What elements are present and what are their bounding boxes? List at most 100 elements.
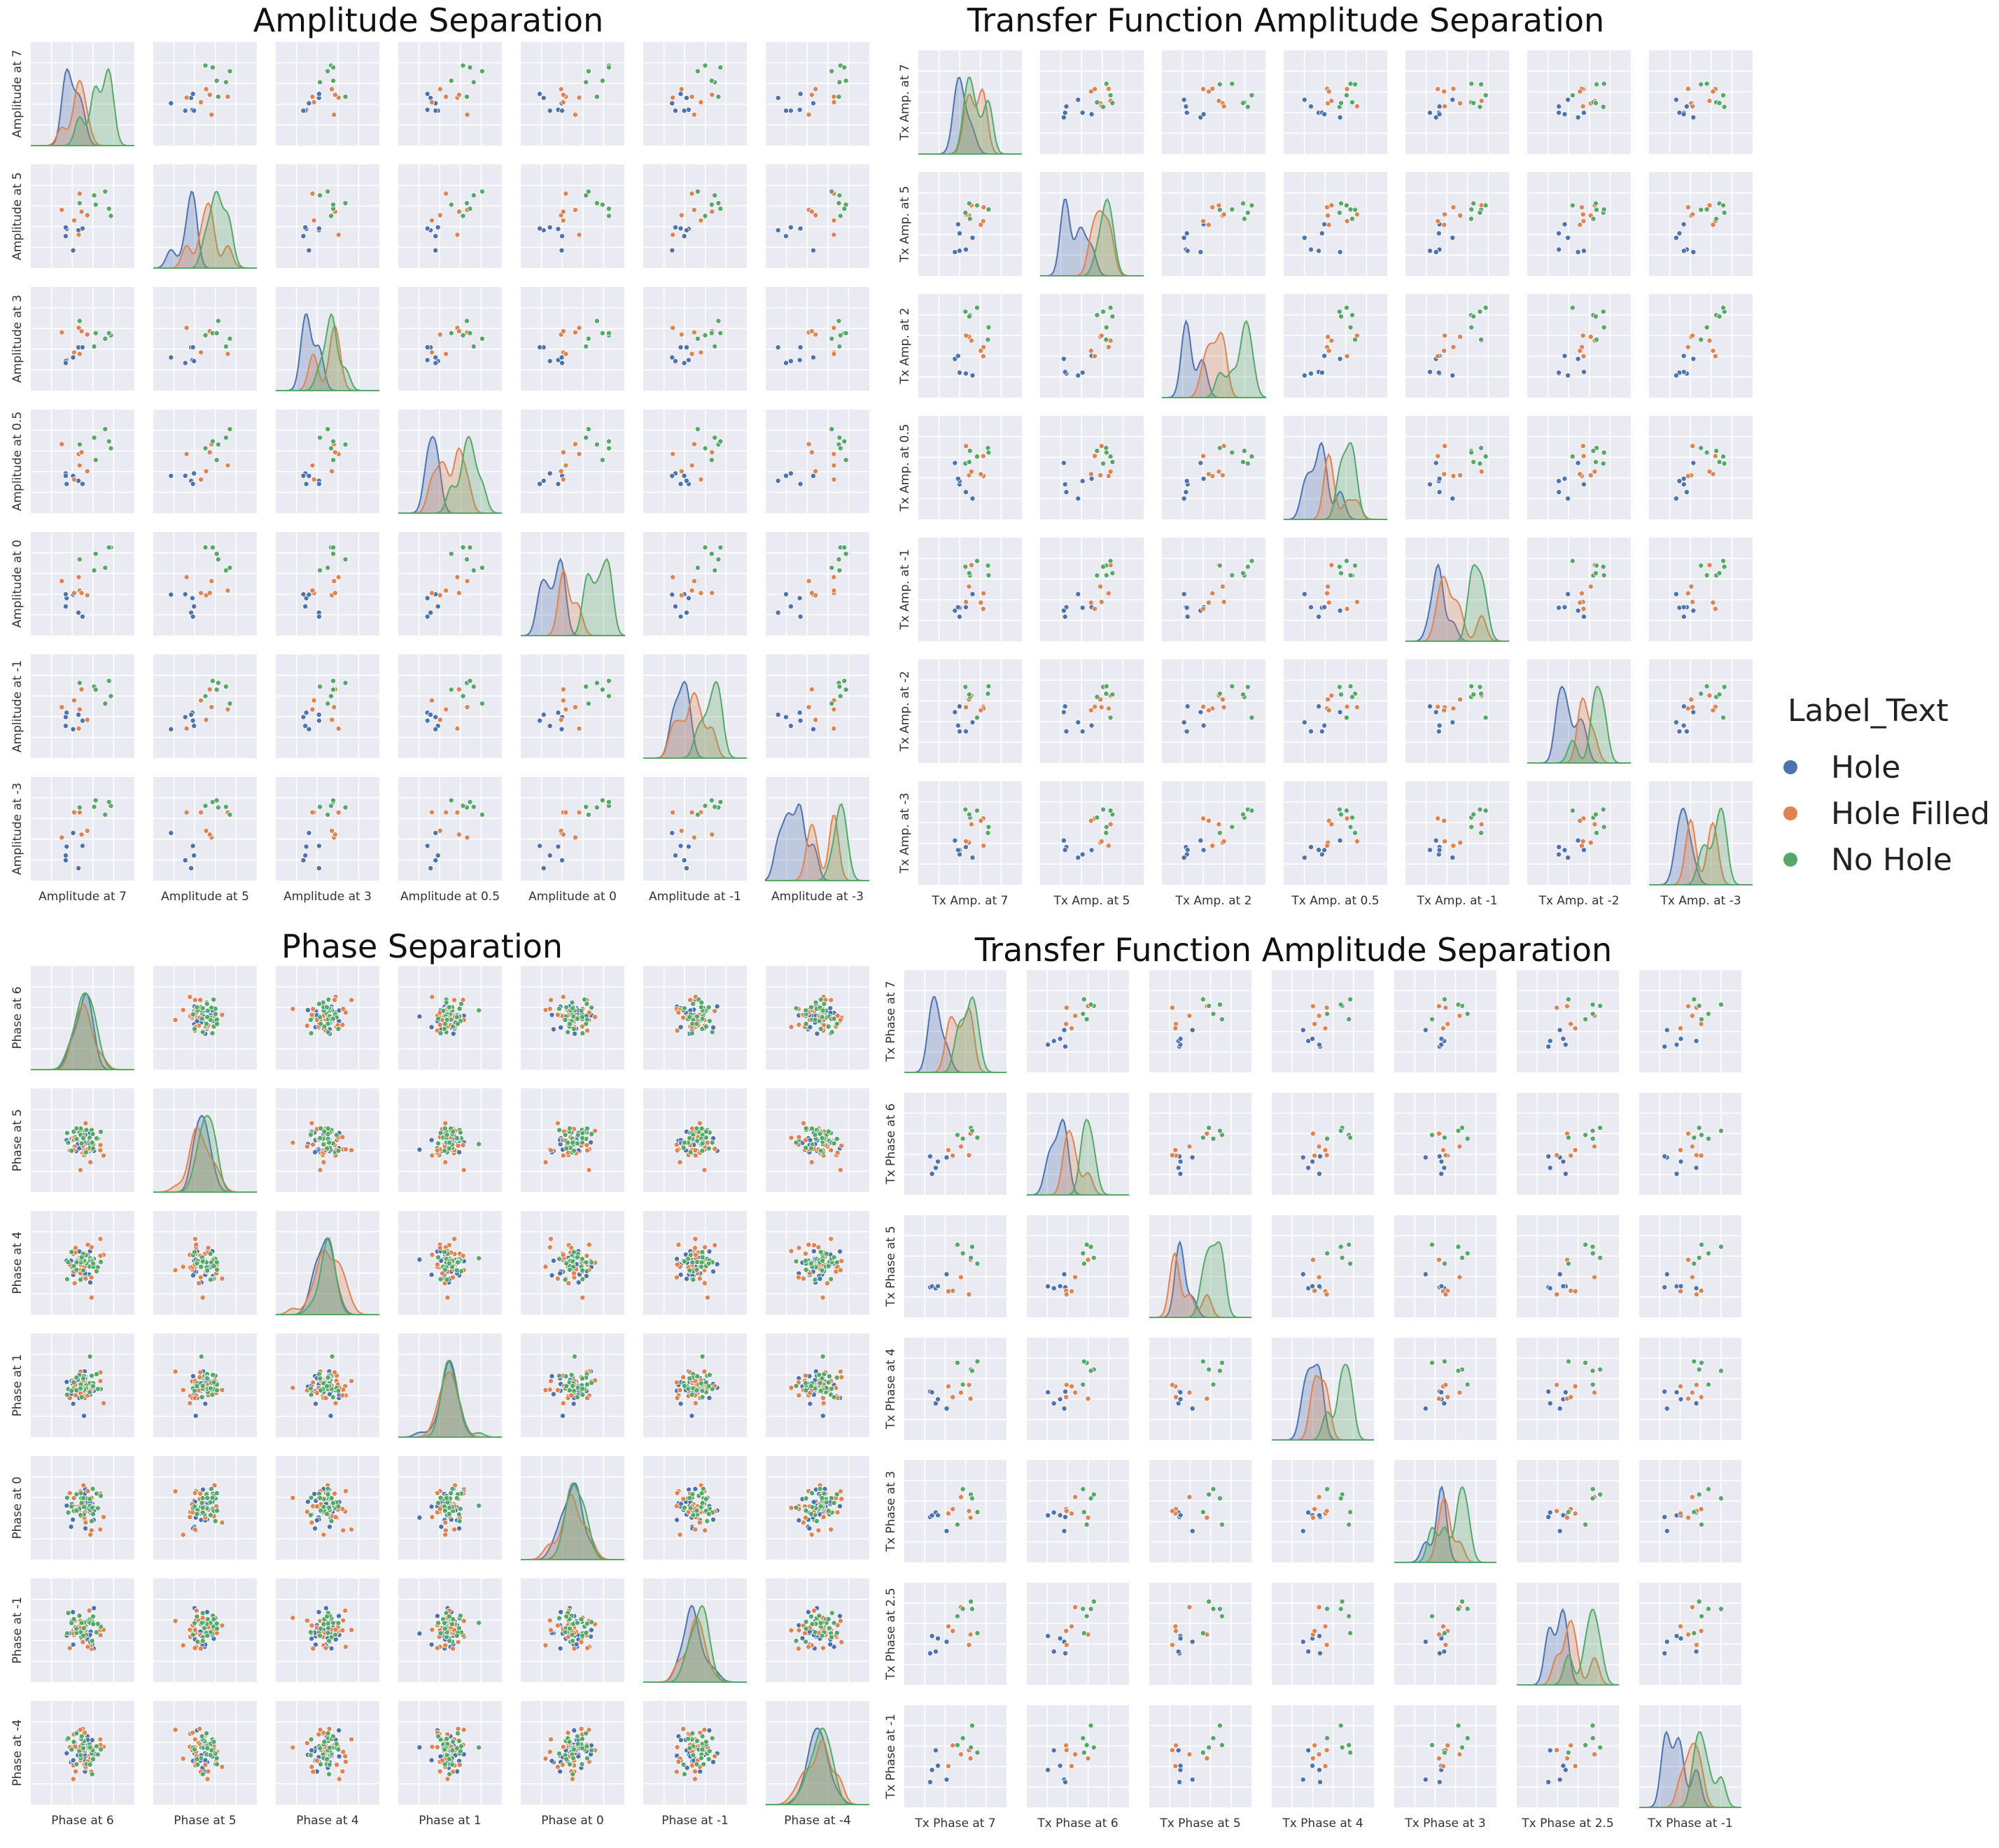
point-hole (1450, 234, 1456, 241)
point-hole (424, 344, 430, 351)
subplot-6-5 (643, 777, 747, 881)
point-hole-filled (709, 449, 715, 456)
subplot-0-0 (31, 966, 134, 1070)
point-hole-filled (981, 204, 987, 211)
point-no-hole (589, 1131, 595, 1138)
point-hole-filled (563, 462, 569, 468)
point-no-hole (467, 545, 473, 551)
point-no-hole (680, 1144, 687, 1151)
point-hole (1450, 719, 1456, 725)
point-hole-filled (339, 1022, 346, 1028)
point-hole-filled (1200, 816, 1207, 822)
subplot-6-1 (1040, 781, 1144, 885)
point-hole (1681, 614, 1687, 620)
point-hole-filled (1587, 472, 1594, 478)
point-no-hole (78, 1394, 85, 1401)
point-no-hole (1477, 806, 1483, 813)
point-hole-filled (1706, 202, 1713, 209)
point-hole-filled (807, 1270, 813, 1277)
point-no-hole (563, 1383, 570, 1390)
point-no-hole (91, 567, 97, 573)
point-no-hole (1349, 99, 1355, 106)
point-no-hole (837, 693, 843, 699)
axes-background (153, 410, 257, 513)
point-hole-filled (560, 697, 566, 704)
point-no-hole (709, 1029, 715, 1035)
axes-background (1649, 781, 1753, 885)
point-hole (433, 233, 439, 239)
point-hole-filled (460, 1142, 466, 1148)
point-no-hole (818, 1148, 824, 1154)
point-hole (306, 726, 312, 732)
point-hole (955, 604, 961, 610)
point-hole-filled (1088, 707, 1094, 713)
point-hole (1075, 372, 1081, 379)
axes-background (1284, 294, 1387, 398)
point-hole-filled (76, 190, 83, 197)
point-hole (1301, 372, 1307, 379)
point-no-hole (214, 1266, 220, 1273)
point-no-hole (579, 1140, 585, 1146)
point-hole-filled (309, 94, 316, 100)
point-hole-filled (980, 353, 986, 359)
point-no-hole (834, 1021, 840, 1027)
axes-background (1162, 416, 1265, 519)
axes-background (521, 777, 624, 881)
axes-background (918, 659, 1022, 763)
point-hole (1683, 489, 1690, 496)
point-no-hole (843, 78, 849, 84)
subplot-5-5 (1527, 659, 1631, 764)
point-no-hole (1103, 683, 1109, 690)
point-hole-filled (1685, 204, 1691, 211)
point-hole-filled (828, 1147, 834, 1154)
point-no-hole (442, 1249, 448, 1255)
point-hole-filled (183, 325, 190, 331)
axes-background (643, 42, 747, 146)
point-no-hole (681, 1005, 687, 1011)
point-hole (433, 726, 439, 732)
point-hole (316, 843, 322, 849)
point-hole-filled (1092, 353, 1098, 359)
point-hole-filled (88, 1274, 94, 1280)
point-no-hole (702, 62, 708, 69)
axes-background (153, 654, 257, 758)
axes-background (1284, 172, 1387, 276)
subplot-5-1 (1040, 659, 1144, 763)
point-hole-filled (309, 706, 316, 713)
point-hole (681, 472, 687, 479)
point-no-hole (317, 1135, 323, 1141)
point-hole (70, 830, 76, 836)
point-no-hole (88, 1373, 94, 1379)
subplot-1-0 (31, 1088, 134, 1192)
point-no-hole (1600, 309, 1606, 315)
point-no-hole (1468, 683, 1475, 690)
point-no-hole (93, 1371, 99, 1378)
axes-background (1405, 659, 1509, 763)
point-no-hole (106, 678, 112, 684)
point-hole-filled (704, 1294, 710, 1301)
point-no-hole (73, 1508, 80, 1514)
point-hole-filled (831, 232, 837, 238)
point-no-hole (458, 1001, 465, 1007)
point-hole-filled (968, 821, 974, 827)
x-axis-label-amplitude-at-1: Amplitude at -1 (649, 890, 741, 904)
point-no-hole (1720, 454, 1726, 460)
axes-background (918, 172, 1022, 276)
point-hole-filled (1328, 562, 1335, 568)
point-hole-filled (788, 1248, 794, 1254)
point-hole-filled (78, 209, 85, 215)
point-hole-filled (1105, 590, 1111, 596)
point-hole-filled (692, 1152, 699, 1158)
point-hole-filled (437, 717, 443, 723)
point-no-hole (694, 1138, 701, 1144)
point-no-hole (1349, 694, 1355, 700)
point-no-hole (717, 330, 724, 336)
point-no-hole (703, 1023, 709, 1030)
point-no-hole (812, 1132, 818, 1138)
point-hole (168, 100, 174, 106)
point-no-hole (712, 192, 718, 199)
point-no-hole (209, 64, 216, 71)
point-hole (797, 595, 803, 601)
point-no-hole (202, 62, 209, 69)
